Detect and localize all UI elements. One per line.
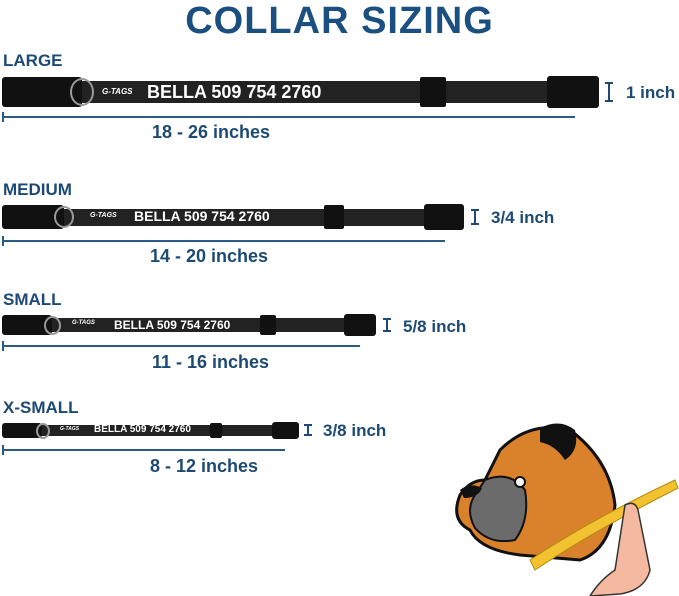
hand [589,502,651,596]
width-indicator [605,82,613,102]
collar-name-text: BELLA 509 754 2760 [114,318,231,332]
width-small: 5/8 inch [403,317,467,336]
width-large: 1 inch [626,83,676,102]
measure-line-x-small [2,445,285,455]
collar-medium: G-TAGS BELLA 509 754 2760 [2,204,464,230]
range-medium: 14 - 20 inches [150,246,269,266]
size-label-medium: MEDIUM [3,180,72,199]
width-indicator [304,424,312,436]
brand-logo: G-TAGS [60,426,80,432]
range-small: 11 - 16 inches [152,352,270,372]
brand-logo: G-TAGS [72,320,95,326]
brand-logo: G-TAGS [102,87,133,96]
measure-line-medium [2,236,445,246]
size-label-small: SMALL [3,290,62,309]
page-title: COLLAR SIZING [185,0,494,42]
collar-name-text: BELLA 509 754 2760 [134,208,270,224]
collar-small: G-TAGS BELLA 509 754 2760 [2,314,377,336]
collar-x-small: G-TAGS BELLA 509 754 2760 [2,422,300,439]
size-label-large: LARGE [3,51,63,70]
dog-measuring-illustration [455,423,679,596]
measure-line-large [2,112,575,122]
range-x-small: 8 - 12 inches [150,456,259,476]
dog-eye [514,476,526,488]
collar-name-text: BELLA 509 754 2760 [94,424,191,435]
width-indicator [383,318,391,332]
dog-nose [460,485,482,498]
measuring-tape [529,479,679,571]
dog-ear [540,423,577,460]
width-indicator [471,209,479,225]
brand-logo: G-TAGS [90,212,117,219]
collar-name-text: BELLA 509 754 2760 [147,82,322,102]
collar-large: G-TAGS BELLA 509 754 2760 [2,76,602,108]
range-large: 18 - 26 inches [152,122,271,142]
width-medium: 3/4 inch [491,208,555,227]
measure-line-small [2,341,360,351]
width-x-small: 3/8 inch [323,421,387,440]
size-label-x-small: X-SMALL [3,398,79,417]
